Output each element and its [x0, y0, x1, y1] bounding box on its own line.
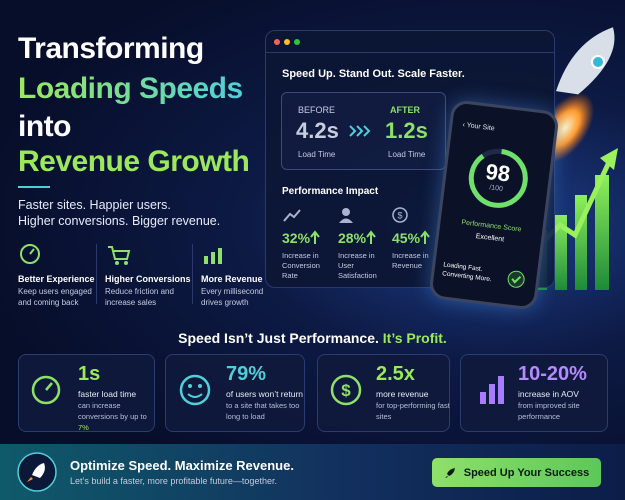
- stat-card: [317, 354, 450, 432]
- stat-card: [18, 354, 155, 432]
- score-gauge: [468, 148, 528, 208]
- before-after-box: [281, 92, 446, 170]
- subtitle-line: Faster sites. Happier users.: [18, 198, 171, 212]
- title-line: Revenue Growth: [18, 145, 250, 178]
- title-line: into: [18, 110, 71, 143]
- after-value: 1.2s: [385, 118, 428, 143]
- feature-text: Reduce friction and increase sales: [105, 287, 174, 307]
- up-arrows: [310, 230, 430, 244]
- feature-title: More Revenue: [201, 274, 263, 284]
- divider: [192, 244, 193, 304]
- banner: Speed Isn’t Just Performance. It’s Profi…: [0, 330, 625, 346]
- footer-title: Optimize Speed. Maximize Revenue.: [70, 458, 294, 473]
- stat-title: faster load time: [78, 389, 137, 399]
- stat-title: more revenue: [376, 389, 429, 399]
- stat-title: increase in AOV: [518, 389, 579, 399]
- impact-title: Performance Impact: [282, 186, 379, 197]
- stat-icons: $: [31, 374, 504, 406]
- impact-value: 28%: [338, 230, 367, 246]
- before-label: BEFORE: [298, 105, 336, 115]
- stat-value: 1s: [78, 363, 101, 385]
- footer-text: Let’s build a faster, more profitable fu…: [70, 476, 277, 486]
- before-value: 4.2s: [296, 118, 339, 143]
- feature-text: Keep users engaged and coming back: [18, 287, 92, 307]
- divider: [96, 244, 97, 304]
- stat-text: for top-performing fast sites: [376, 401, 450, 421]
- stat-card: [165, 354, 305, 432]
- stat-highlight: 7%: [78, 423, 89, 432]
- after-caption: Load Time: [388, 150, 426, 159]
- stat-value: 2.5x: [376, 363, 415, 385]
- banner-text: Speed Isn’t Just Performance.: [178, 330, 379, 346]
- title-line: Loading Speeds: [18, 72, 243, 105]
- panel-heading: Speed Up. Stand Out. Scale Faster.: [282, 68, 465, 80]
- stat-text: to a site that takes too long to load: [226, 401, 300, 421]
- stat-text: can increase conversions by up to 7%: [78, 400, 158, 433]
- check-icon: [507, 270, 525, 288]
- divider: [18, 186, 50, 188]
- window-dots: [274, 39, 300, 45]
- cta-label[interactable]: Speed Up Your Success: [463, 466, 590, 479]
- impact-caption: Increase in Revenue: [392, 251, 429, 270]
- feature-icons: [20, 244, 222, 265]
- feature-text: Every millisecond drives growth: [201, 287, 264, 307]
- impact-caption: Increase in User Satisfaction: [338, 251, 377, 280]
- arrows-icon: [349, 125, 371, 137]
- stat-value: 79%: [226, 363, 267, 385]
- divider: [266, 52, 554, 53]
- svg-text:$: $: [397, 211, 402, 221]
- impact-value: 32%: [282, 230, 311, 246]
- after-label: AFTER: [390, 105, 420, 115]
- button-icon: [444, 467, 455, 478]
- stat-title: of users won’t return: [226, 389, 304, 399]
- impact-icons: $: [283, 207, 408, 223]
- stat-value: 10-20%: [518, 363, 587, 385]
- subtitle-line: Higher conversions. Bigger revenue.: [18, 214, 221, 228]
- feature-title: Higher Conversions: [105, 274, 191, 284]
- footer-icon: [17, 452, 57, 492]
- cta-button[interactable]: Speed Up Your Success: [432, 458, 601, 487]
- before-caption: Load Time: [298, 150, 336, 159]
- stat-card: [460, 354, 608, 432]
- phone-nav: ‹ Your Site: [462, 121, 496, 133]
- phone: ‹ Your Site 98 /100 Performance Score Ex…: [428, 99, 560, 311]
- stat-text: from improved site performance: [518, 401, 580, 421]
- impact-value: 45%: [392, 230, 421, 246]
- phone-footer: Loading Fast. Converting More.: [441, 261, 493, 284]
- stat-text-part: can increase conversions by up to: [78, 401, 147, 421]
- feature-title: Better Experience: [18, 274, 95, 284]
- phone-nav-text: Your Site: [466, 122, 496, 133]
- svg-text:$: $: [341, 381, 351, 400]
- title-line: Transforming: [18, 32, 204, 65]
- impact-caption: Increase in Conversion Rate: [282, 251, 320, 280]
- banner-highlight: It’s Profit.: [382, 330, 447, 346]
